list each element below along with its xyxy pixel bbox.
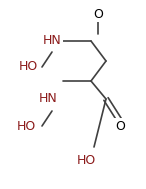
Text: O: O — [93, 8, 103, 20]
Text: O: O — [115, 119, 125, 132]
Text: HO: HO — [16, 119, 36, 132]
Text: HO: HO — [18, 60, 38, 74]
Text: HN: HN — [43, 35, 61, 47]
Text: HO: HO — [76, 154, 96, 167]
Text: HN: HN — [39, 92, 57, 105]
